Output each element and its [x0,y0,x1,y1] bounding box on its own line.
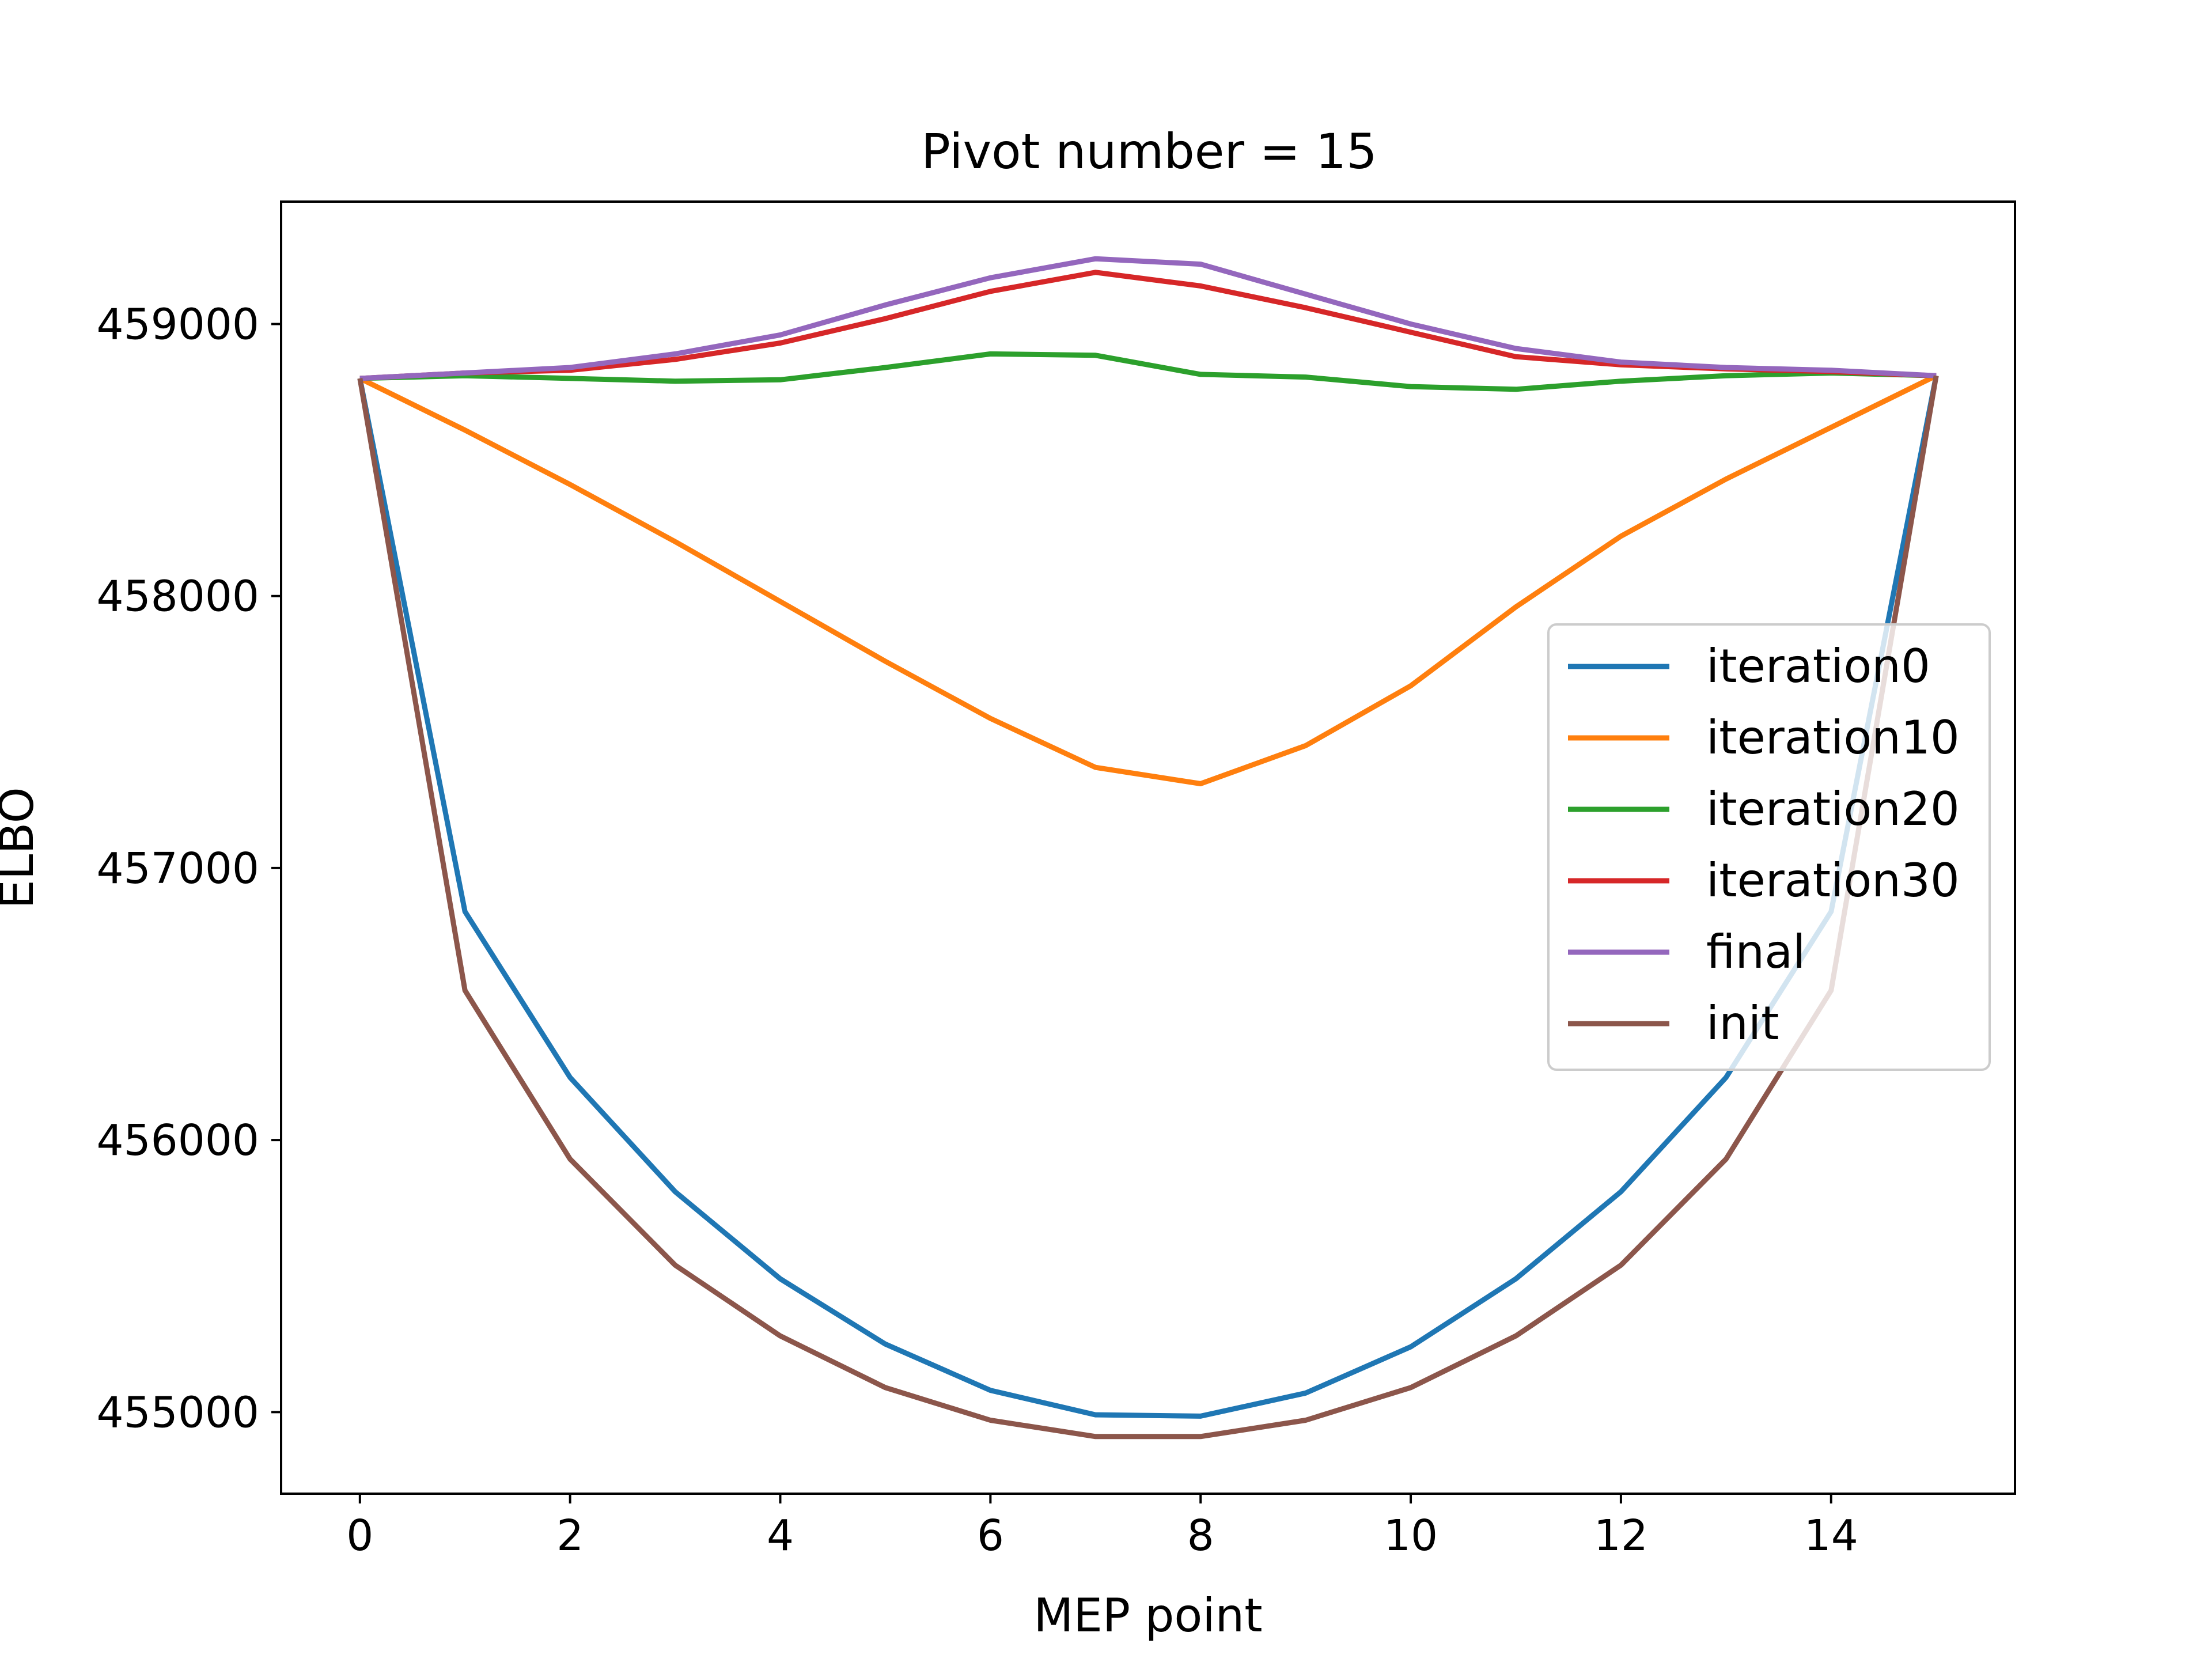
legend-label: iteration0 [1706,639,1930,693]
series-line-iteration0 [357,375,1939,1419]
x-tick-label: 8 [1187,1511,1214,1560]
axes-frame [280,200,2016,1495]
y-tick-label: 457000 [97,844,260,893]
legend-label: iteration20 [1706,782,1960,836]
series-line-iteration10 [358,373,1938,786]
x-tick-label: 0 [346,1511,373,1560]
series-layer [357,256,1939,1440]
x-axis: 0 2 4 6 8 10 12 14 [346,1494,1858,1560]
plot-area [280,200,2016,1495]
legend-label: final [1706,925,1805,979]
x-tick-label: 6 [977,1511,1004,1560]
x-axis-label: MEP point [1033,1589,1262,1642]
legend-label: init [1706,997,1779,1050]
x-tick-label: 2 [556,1511,584,1560]
y-axis: 455000 456000 457000 458000 459000 [97,300,281,1437]
series-line-final [359,256,1937,381]
legend-label: iteration30 [1706,854,1960,907]
y-tick-label: 458000 [97,572,260,622]
x-tick-label: 14 [1804,1511,1858,1560]
legend-items: iteration0 iteration10 iteration20 iteratio… [1568,639,1960,1050]
legend: iteration0 iteration10 iteration20 iteratio… [1547,623,1991,1071]
chart-title: Pivot number = 15 [921,123,1377,180]
x-tick-label: 10 [1384,1511,1438,1560]
series-line-init [357,375,1939,1440]
x-tick-label: 12 [1594,1511,1648,1560]
y-tick-label: 456000 [97,1116,260,1165]
y-tick-label: 455000 [97,1388,260,1437]
x-tick-label: 4 [767,1511,794,1560]
y-axis-label: ELBO [0,787,44,909]
y-tick-label: 459000 [97,300,260,349]
series-line-iteration20 [359,351,1937,392]
legend-label: iteration10 [1706,711,1960,764]
